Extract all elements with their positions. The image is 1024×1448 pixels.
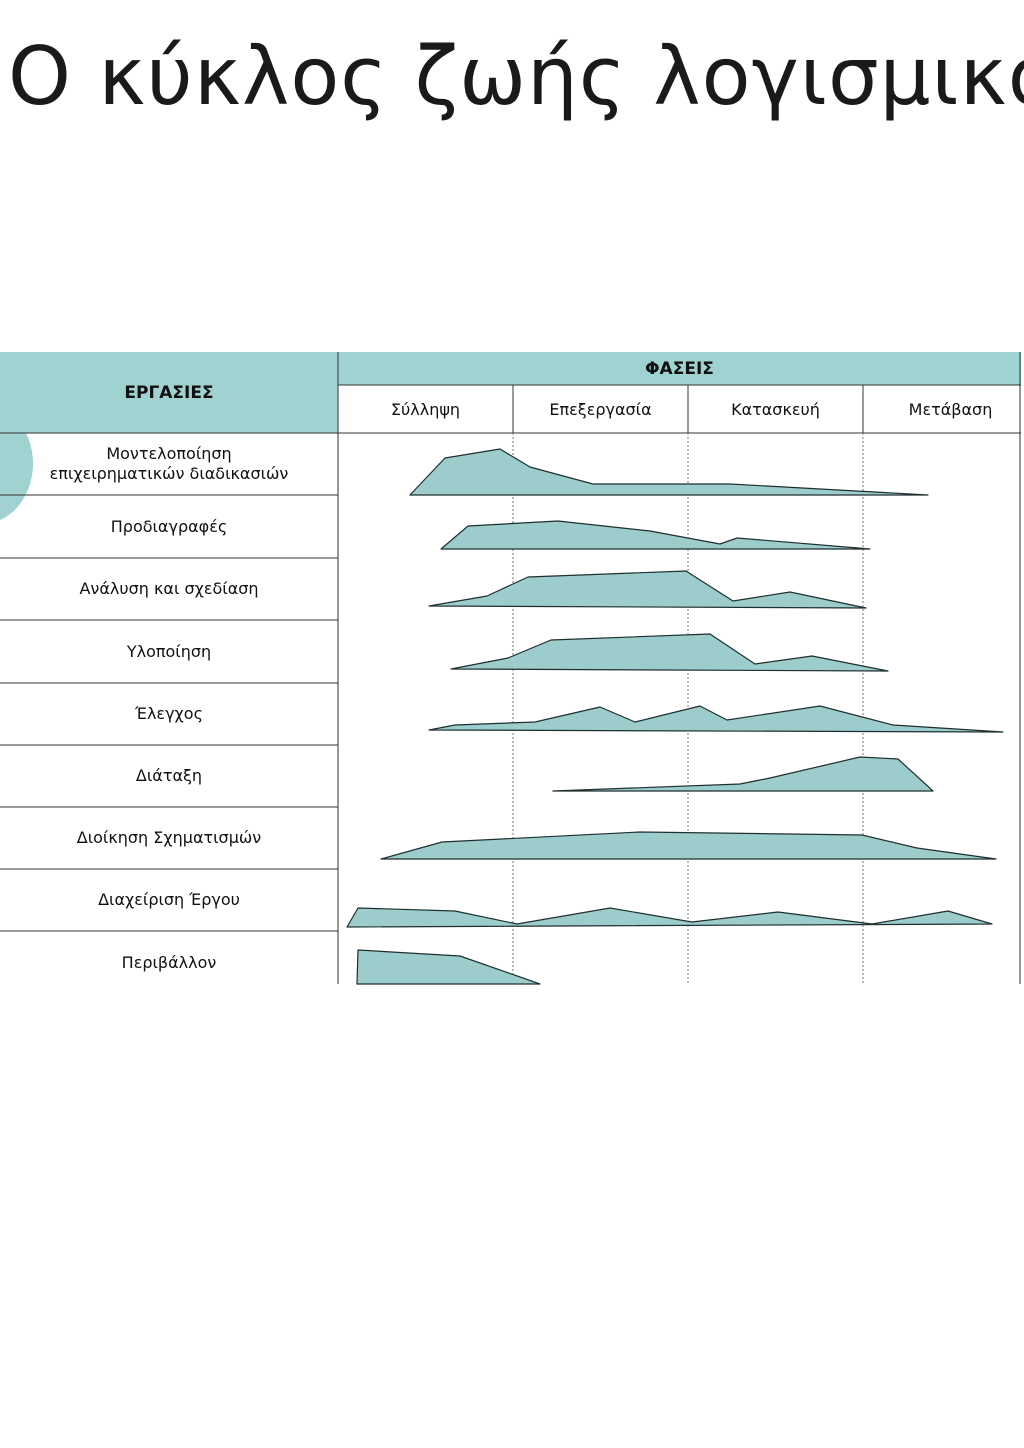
task-label: Διαχείριση Έργου [98, 890, 240, 909]
hump [346, 907, 993, 928]
task-label: Υλοποίηση [126, 641, 212, 661]
phase-label: Μετάβαση [908, 399, 993, 419]
tasks-header-bg [0, 352, 338, 433]
humps [346, 448, 1004, 985]
task-label: Προδιαγραφές [110, 516, 228, 536]
task-label: Έλεγχος [135, 704, 203, 723]
phase-label: Σύλληψη [390, 399, 461, 419]
hump [409, 448, 929, 496]
phases-header: ΦΑΣΕΙΣ [645, 358, 714, 379]
phase-label: Κατασκευή [731, 399, 820, 419]
task-label: Διοίκηση Σχηματισμών [76, 828, 262, 847]
hump [552, 756, 934, 792]
hump [428, 705, 1004, 733]
slide-title: Ο κύκλος ζωής λογισμικού [8, 30, 1024, 123]
task-label: Περιβάλλον [121, 952, 217, 972]
hump [356, 949, 541, 985]
hump [380, 831, 997, 860]
hump [450, 633, 889, 672]
phases-header-bg [338, 352, 1021, 385]
task-label: Διάταξη [135, 766, 203, 785]
phase-label: Επεξεργασία [549, 399, 652, 419]
tasks-header: ΕΡΓΑΣΙΕΣ [124, 382, 214, 403]
task-label: Ανάλυση και σχεδίαση [79, 579, 259, 598]
hump [440, 520, 871, 550]
task-label: Μοντελοποίηση επιχειρηματικών διαδικασιώ… [49, 444, 289, 483]
decoration [0, 433, 33, 520]
table-lines [0, 352, 1021, 984]
hump [428, 570, 867, 609]
